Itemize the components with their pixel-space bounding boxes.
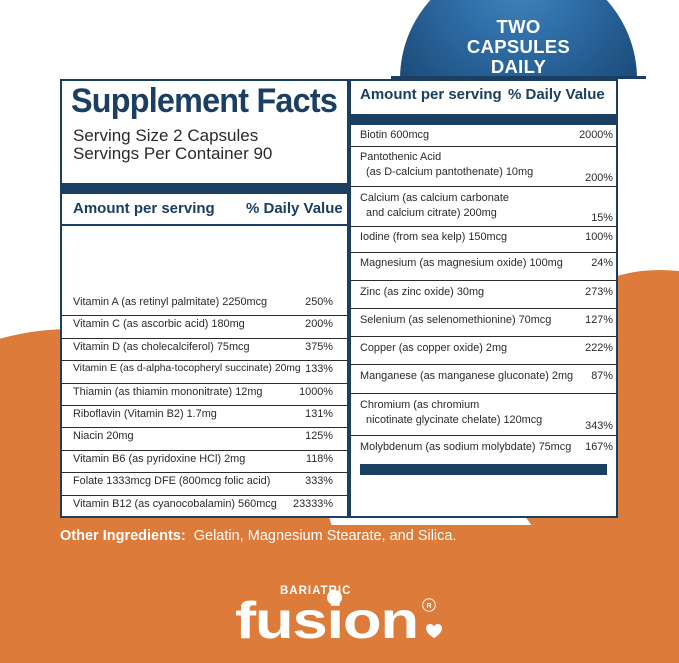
svg-text:R: R <box>426 603 431 610</box>
